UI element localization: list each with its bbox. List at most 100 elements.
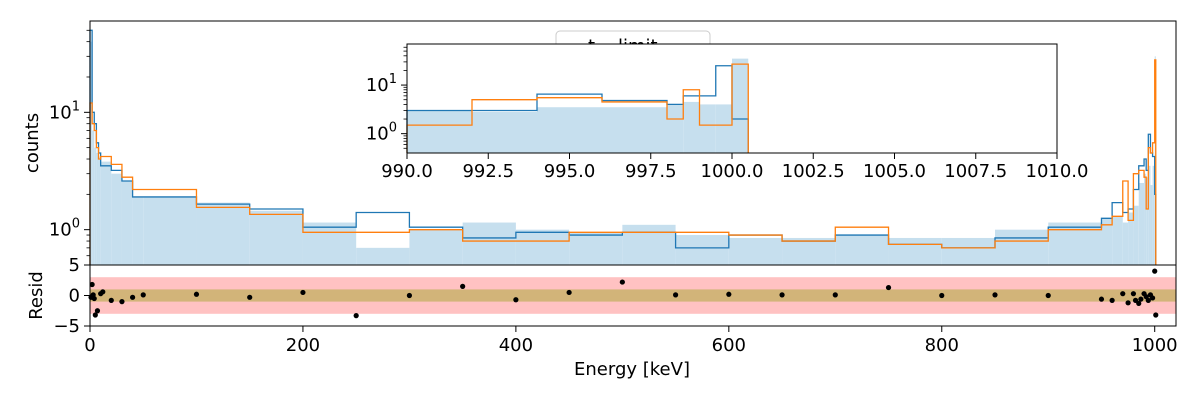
inset-xtick-label: 997.5 <box>625 161 677 182</box>
resid-point <box>353 313 359 319</box>
resid-xtick-label: 800 <box>925 335 959 356</box>
main-fill-bar <box>100 161 112 265</box>
main-fill-bar <box>728 237 783 265</box>
main-fill-bar <box>249 210 303 265</box>
inset-xtick-label: 1000.0 <box>701 161 764 182</box>
main-fill-bar <box>92 130 95 265</box>
inset-xtick-label: 990.0 <box>381 161 433 182</box>
resid-point <box>1045 292 1051 299</box>
resid-xtick-label: 600 <box>712 335 746 356</box>
main-fill-bar <box>782 237 836 265</box>
resid-point <box>119 299 125 305</box>
resid-point <box>100 289 106 295</box>
resid-point <box>460 283 466 289</box>
main-fill-bar <box>1146 177 1149 265</box>
resid-point <box>779 292 785 298</box>
main-fill-bar <box>622 224 676 265</box>
main-fill-bar <box>675 235 729 265</box>
inset-fill-bar <box>732 58 749 153</box>
resid-point <box>1138 296 1144 302</box>
inset-fill-bar <box>715 104 732 153</box>
resid-point <box>247 294 253 300</box>
resid-ylabel: Resid <box>26 271 47 320</box>
inset-fill-bar <box>537 107 602 153</box>
resid-point <box>94 308 101 314</box>
main-fill-bar <box>143 196 197 265</box>
resid-point <box>885 284 892 291</box>
resid-point <box>140 292 146 298</box>
main-fill-bar <box>995 229 1049 265</box>
main-fill-bar <box>888 237 942 265</box>
inset-ytick-label: 100 <box>366 121 397 145</box>
resid-point <box>1109 297 1115 303</box>
main-ytick-label: 101 <box>49 99 80 123</box>
resid-point <box>129 294 136 300</box>
main-fill-bar <box>1138 182 1145 265</box>
main-fill-bar <box>462 222 516 265</box>
main-ytick-label: 100 <box>49 217 80 241</box>
resid-point <box>1153 312 1159 318</box>
resid-point <box>92 312 98 318</box>
resid-point <box>992 292 998 298</box>
resid-ytick-label: 0 <box>69 286 80 307</box>
resid-point <box>300 289 306 296</box>
main-fill-bar <box>1144 173 1147 265</box>
main-fill-bar <box>1128 212 1134 265</box>
main-fill-bar <box>94 147 97 265</box>
resid-point <box>672 292 679 298</box>
main-fill-bar <box>1150 185 1153 265</box>
inset-fill-bar <box>667 104 684 153</box>
inset-fill-bar <box>602 107 667 153</box>
inset-step-line-orange <box>406 63 749 153</box>
resid-point <box>193 291 200 297</box>
main-fill-bar <box>1122 222 1129 265</box>
resid-point <box>939 292 945 299</box>
resid-point <box>1149 295 1156 301</box>
resid-xlabel: Energy [keV] <box>574 359 690 380</box>
main-ylabel: counts <box>22 113 43 173</box>
resid-band-1sigma <box>90 289 1176 302</box>
resid-point <box>91 295 97 302</box>
main-fill-bar <box>302 222 357 265</box>
inset-xtick-label: 1010.0 <box>1026 161 1089 182</box>
main-fill-bar <box>1148 165 1151 265</box>
resid-ytick-label: −5 <box>53 316 80 337</box>
main-fill-bar <box>1133 205 1139 265</box>
main-fill-bar <box>356 247 410 265</box>
main-fill-bar <box>98 156 101 265</box>
inset-xtick-label: 1005.0 <box>863 161 926 182</box>
main-fill-bar <box>1101 218 1113 265</box>
main-fill-bar <box>90 41 93 265</box>
main-fill-bar <box>132 196 144 265</box>
main-fill-bar <box>96 153 99 265</box>
resid-point <box>89 281 95 288</box>
main-fill-bar <box>1152 165 1155 265</box>
resid-point <box>1136 300 1142 307</box>
inset-ytick-label: 101 <box>366 72 397 96</box>
inset-xtick-label: 995.0 <box>544 161 596 182</box>
main-fill-bar <box>111 173 122 265</box>
main-panel: 100 101 counts <box>22 20 1177 266</box>
inset-panel: 100 101 990.0 992.5 995.0 997.5 1000.0 1002.5 10… <box>366 43 1089 182</box>
main-fill-bar <box>569 232 623 265</box>
resid-xtick-label: 200 <box>286 335 320 356</box>
main-step-line-orange <box>89 59 1157 265</box>
inset-fill-bar <box>407 110 472 153</box>
inset-fill-bar <box>699 104 716 153</box>
resid-point <box>1098 296 1105 302</box>
resid-point <box>1145 297 1151 303</box>
main-fill-bar <box>409 229 463 265</box>
resid-point <box>1130 291 1137 297</box>
resid-point <box>566 289 572 296</box>
resid-point <box>1120 291 1126 297</box>
resid-xtick-label: 400 <box>499 335 533 356</box>
main-fill-bar <box>121 180 133 265</box>
resid-point <box>108 297 114 303</box>
inset-xtick-label: 992.5 <box>462 161 514 182</box>
resid-xtick-label: 1000 <box>1132 335 1178 356</box>
inset-xtick-label: 1002.5 <box>782 161 845 182</box>
inset-fill-bar <box>472 111 537 153</box>
resid-point <box>832 292 838 298</box>
